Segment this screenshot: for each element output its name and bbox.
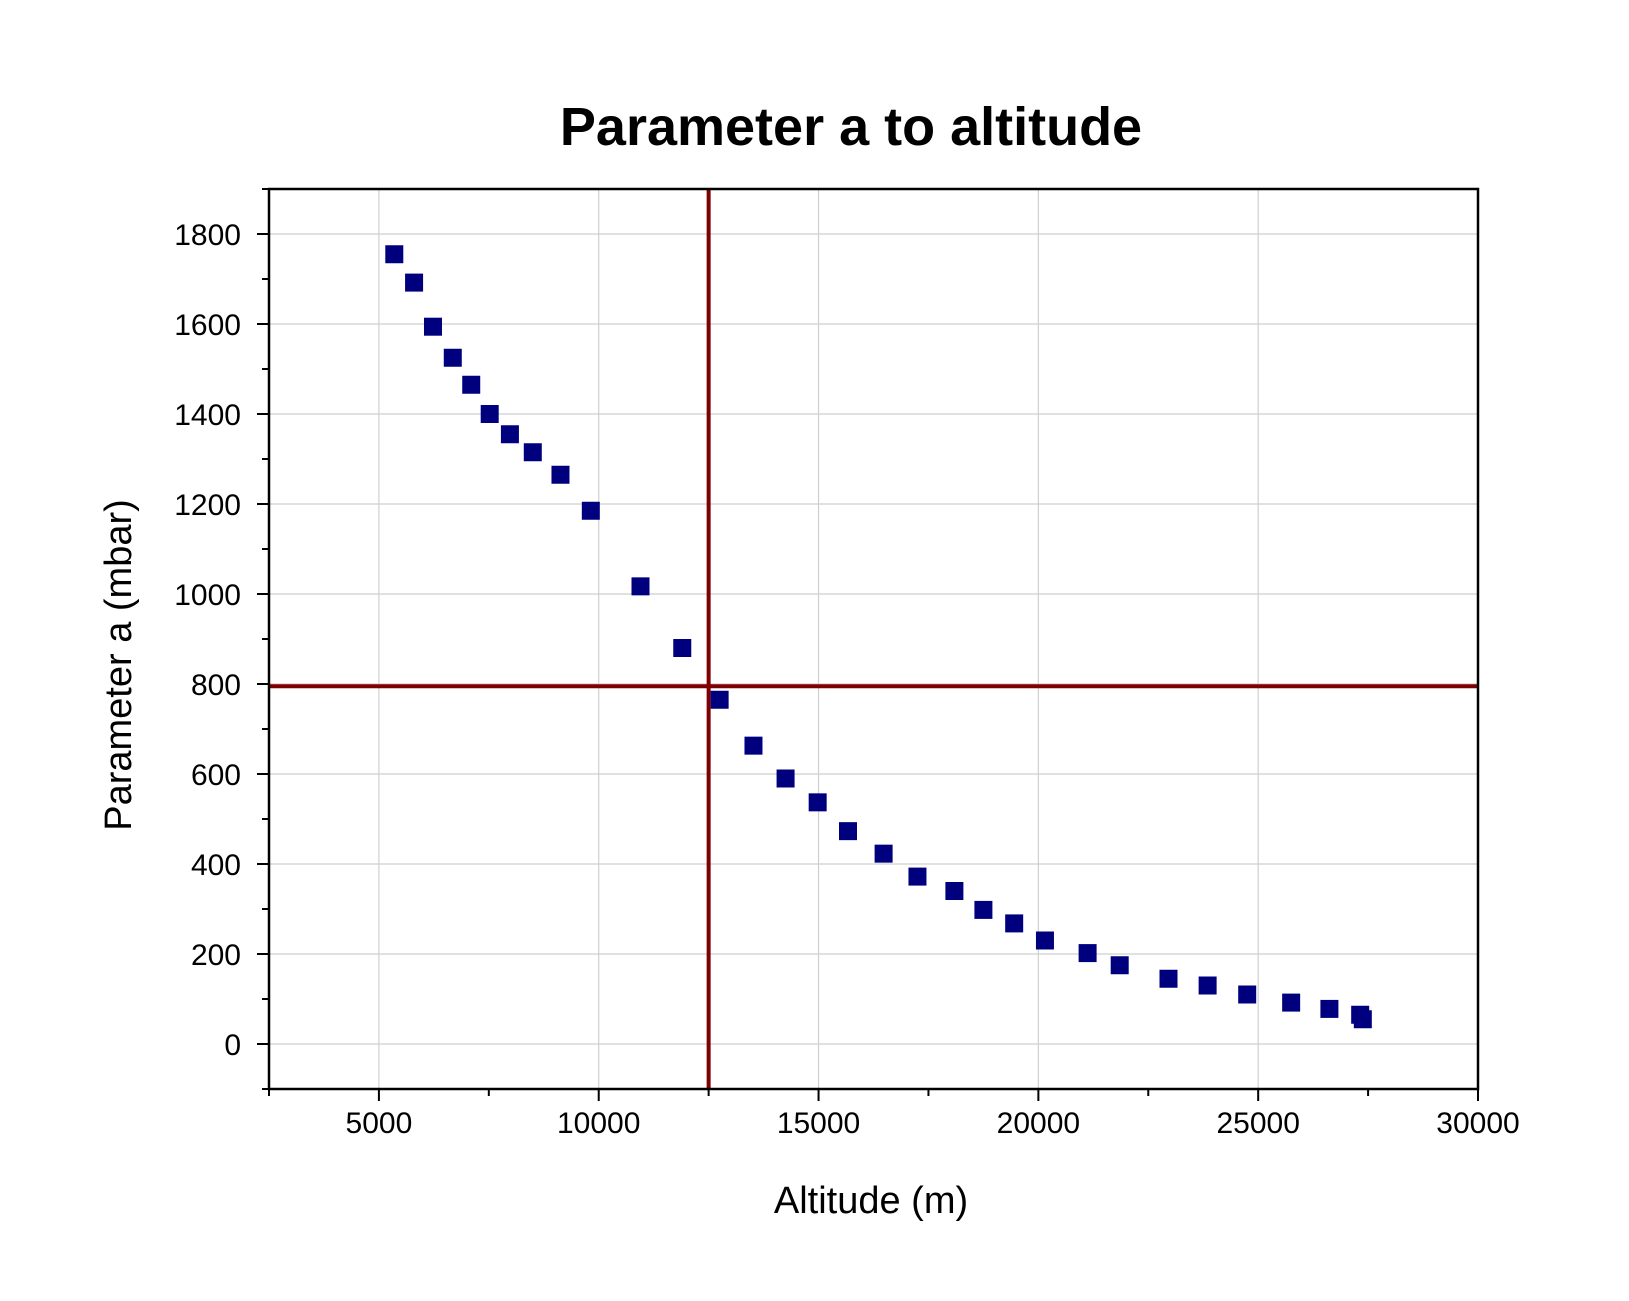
data-point	[581, 501, 600, 520]
data-point	[839, 822, 858, 841]
x-axis-label: Altitude (m)	[774, 1180, 968, 1222]
data-point	[1078, 944, 1097, 963]
data-point	[808, 793, 827, 812]
data-point	[1159, 969, 1178, 988]
y-tick-label: 1400	[174, 399, 241, 432]
y-axis-label: Parameter a (mbar)	[98, 499, 140, 831]
x-tick-label: 30000	[1436, 1107, 1519, 1140]
data-point	[1353, 1010, 1372, 1029]
x-tick-label: 15000	[777, 1107, 860, 1140]
y-tick-label: 400	[191, 849, 241, 882]
data-point	[974, 900, 993, 919]
data-point	[673, 639, 692, 657]
data-point	[908, 867, 927, 886]
data-point	[480, 405, 499, 423]
data-point	[443, 348, 462, 367]
data-point	[1005, 914, 1024, 933]
y-tick-label: 600	[191, 759, 241, 792]
axes	[257, 187, 1480, 1101]
x-tick-label: 5000	[346, 1107, 413, 1140]
y-tick-label: 200	[191, 939, 241, 972]
y-tick-label: 0	[224, 1029, 241, 1062]
data-point	[405, 273, 424, 292]
data-point	[631, 577, 650, 596]
data-point	[385, 245, 404, 264]
data-point	[1035, 931, 1054, 950]
data-point	[523, 443, 542, 462]
y-tick-label: 1200	[174, 489, 241, 522]
data-point	[1320, 999, 1339, 1018]
x-tick-label: 10000	[557, 1107, 640, 1140]
data-point	[1282, 993, 1301, 1012]
data-point	[500, 425, 519, 444]
data-point	[1110, 956, 1129, 975]
data-point	[710, 690, 729, 709]
y-tick-label: 1600	[174, 309, 241, 342]
data-point	[874, 844, 893, 863]
data-points	[385, 245, 1372, 1029]
tick-labels: 5000 10000 15000 20000 25000 30000 0 200 400 600 8…	[174, 219, 1519, 1140]
y-tick-label: 800	[191, 669, 241, 702]
y-tick-label: 1000	[174, 579, 241, 612]
data-point	[776, 769, 795, 788]
chart-title: Parameter a to altitude	[560, 97, 1142, 157]
x-tick-label: 25000	[1216, 1107, 1299, 1140]
data-point	[945, 882, 964, 900]
data-point	[423, 317, 442, 336]
x-tick-label: 20000	[997, 1107, 1080, 1140]
data-point	[551, 465, 570, 484]
reference-lines	[269, 189, 1478, 1089]
data-point	[1198, 976, 1217, 995]
data-point	[1238, 985, 1257, 1004]
data-point	[462, 375, 481, 394]
data-point	[744, 736, 763, 755]
y-tick-label: 1800	[174, 219, 241, 252]
